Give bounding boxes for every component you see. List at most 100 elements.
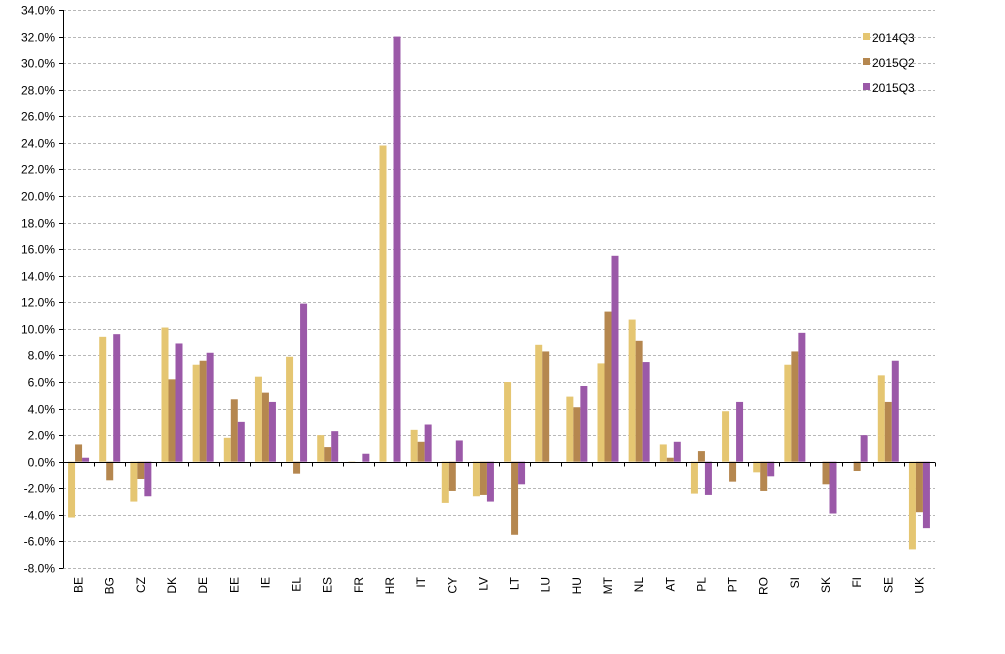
bar-2015Q3-LT	[518, 461, 526, 485]
legend-label-2015Q2: 2015Q2	[872, 56, 915, 70]
bar-2015Q2-BE	[75, 444, 83, 462]
bar-2014Q3-PT	[722, 411, 730, 462]
y-tick-label: 34.0%	[21, 4, 55, 18]
bar-2014Q3-CZ	[130, 461, 138, 502]
bar-2015Q3-PT	[736, 401, 744, 462]
bar-2014Q3-AT	[659, 444, 667, 462]
legend-swatch-2014Q3	[863, 33, 870, 40]
bar-2015Q3-MT	[611, 255, 619, 462]
bar-2015Q3-IT	[424, 424, 432, 462]
x-category-label: LV	[476, 577, 490, 591]
x-category-label: IE	[258, 577, 272, 588]
bar-2015Q3-SK	[829, 461, 837, 514]
bar-2015Q3-BG	[113, 334, 121, 462]
bar-2015Q2-IE	[261, 392, 269, 462]
y-tick-label: 6.0%	[28, 376, 56, 390]
bar-2014Q3-NL	[628, 319, 636, 462]
bar-2014Q3-PL	[690, 461, 698, 494]
bar-2015Q3-NL	[642, 362, 650, 462]
x-category-label: UK	[912, 577, 926, 594]
bar-2015Q2-HU	[573, 407, 581, 462]
x-category-label: SE	[881, 577, 895, 593]
bar-2014Q3-HU	[566, 396, 574, 462]
bar-2015Q2-SK	[822, 461, 830, 485]
bar-2015Q2-RO	[760, 461, 768, 491]
x-category-label: SK	[819, 577, 833, 593]
y-axis-tick-labels: -8.0% -6.0% -4.0% -2.0% 0.0% 2.0% 4.0% 6.0% 8.0%…	[21, 4, 55, 576]
bar-2015Q2-EE	[230, 399, 238, 462]
y-tick-label: 12.0%	[21, 296, 55, 310]
y-tick-label: 4.0%	[28, 403, 56, 417]
bar-2015Q2-FI	[853, 461, 861, 472]
x-category-label: CY	[445, 577, 459, 594]
bar-2015Q3-AT	[673, 441, 681, 462]
legend: 2014Q3 2015Q2 2015Q3	[863, 31, 915, 95]
x-category-label: FI	[850, 577, 864, 588]
y-tick-label: -4.0%	[24, 509, 56, 523]
bar-2015Q2-NL	[635, 340, 643, 462]
bar-2015Q3-FI	[860, 435, 868, 462]
bar-2015Q2-PT	[729, 461, 737, 482]
y-tick-label: 2.0%	[28, 429, 56, 443]
axes	[59, 10, 936, 569]
bar-2014Q3-BE	[68, 461, 76, 518]
x-category-label: EL	[290, 577, 304, 592]
bar-2014Q3-EL	[286, 356, 294, 462]
bar-2015Q2-PL	[697, 451, 705, 462]
bar-2015Q3-HU	[580, 385, 588, 462]
bar-2015Q2-EL	[293, 461, 301, 474]
bar-2015Q2-DK	[168, 379, 176, 462]
bar-2014Q3-ES	[317, 435, 325, 462]
bar-2015Q2-CZ	[137, 461, 145, 479]
x-category-label: EE	[227, 577, 241, 593]
y-tick-label: -6.0%	[24, 535, 56, 549]
bar-2015Q2-ES	[324, 447, 332, 462]
y-tick-label: 24.0%	[21, 137, 55, 151]
x-axis-category-labels: BE BG CZ DK DE EE IE EL ES FR HR IT CY LV LT LU HU MT NL AT…	[72, 576, 927, 595]
bar-2014Q3-LT	[504, 382, 512, 462]
bar-2014Q3-LV	[472, 461, 480, 497]
bar-2015Q3-SI	[798, 332, 806, 462]
bar-2015Q2-UK	[915, 461, 923, 513]
bar-2014Q3-SI	[784, 364, 792, 462]
legend-swatch-2015Q3	[863, 83, 870, 90]
x-category-label: HR	[383, 577, 397, 595]
bar-2015Q3-DE	[206, 352, 214, 462]
bar-2015Q2-LT	[511, 461, 519, 535]
x-category-label: ES	[321, 577, 335, 593]
bar-2015Q3-EE	[237, 421, 245, 462]
x-category-label: SI	[788, 577, 802, 588]
bar-2015Q2-CY	[448, 461, 456, 491]
bar-2014Q3-HR	[379, 145, 387, 462]
bar-2015Q2-MT	[604, 311, 612, 462]
bar-2014Q3-LU	[535, 344, 543, 462]
bar-2014Q3-SE	[877, 375, 885, 462]
y-tick-label: 14.0%	[21, 270, 55, 284]
y-tick-label: 28.0%	[21, 84, 55, 98]
bar-2014Q3-RO	[753, 461, 761, 473]
x-category-label: PL	[694, 577, 708, 592]
x-category-label: RO	[757, 577, 771, 595]
bar-2015Q2-SE	[884, 401, 892, 462]
legend-swatch-2015Q2	[863, 58, 870, 65]
bar-2015Q3-BE	[82, 457, 90, 462]
y-tick-label: 32.0%	[21, 31, 55, 45]
bars	[68, 36, 930, 550]
y-tick-label: 10.0%	[21, 323, 55, 337]
x-category-label: DK	[165, 577, 179, 594]
bar-2015Q3-HR	[393, 36, 401, 462]
legend-label-2014Q3: 2014Q3	[872, 31, 915, 45]
y-tick-label: -8.0%	[24, 562, 56, 576]
bar-2015Q3-FR	[362, 453, 370, 462]
bar-2015Q2-LV	[479, 461, 487, 495]
bar-2014Q3-UK	[908, 461, 916, 550]
bar-2015Q2-DE	[199, 360, 207, 462]
bar-2015Q3-ES	[331, 431, 339, 462]
y-tick-label: 20.0%	[21, 190, 55, 204]
x-category-label: PT	[726, 576, 740, 592]
bar-2015Q3-PL	[704, 461, 712, 495]
bar-2015Q3-CZ	[144, 461, 152, 497]
y-tick-label: -2.0%	[24, 482, 56, 496]
